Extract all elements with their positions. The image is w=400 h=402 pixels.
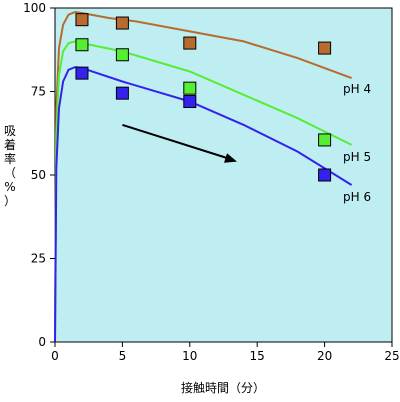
- series-label: pH 5: [343, 150, 371, 164]
- y-tick-label: 100: [23, 1, 46, 15]
- series-label: pH 6: [343, 190, 371, 204]
- y-tick-label: 0: [38, 335, 46, 349]
- series-label: pH 4: [343, 82, 371, 96]
- x-tick-label: 20: [317, 349, 332, 363]
- x-tick-label: 0: [51, 349, 59, 363]
- axis-layer: 0 5 10 15 20 25 0 25 50 75 100: [23, 1, 400, 363]
- data-point-marker: [183, 95, 197, 109]
- data-point-marker: [318, 168, 332, 182]
- y-axis-title-char: %: [4, 180, 15, 194]
- y-axis-title-char: 着: [4, 137, 16, 152]
- data-point-marker: [183, 36, 197, 50]
- y-axis-title: 吸着率（%）: [4, 124, 16, 208]
- series-line-ph4: [54, 10, 352, 343]
- x-tick-label: 25: [384, 349, 399, 363]
- y-tick-label: 75: [31, 85, 46, 99]
- data-point-marker: [115, 16, 129, 30]
- x-tick-label: 5: [119, 349, 127, 363]
- data-point-marker: [318, 41, 332, 55]
- x-tick-label: 10: [182, 349, 197, 363]
- trend-arrow: [122, 123, 230, 160]
- data-point-marker: [115, 86, 129, 100]
- data-point-marker: [75, 38, 89, 52]
- y-axis-title-char: 率: [4, 151, 16, 166]
- data-point-marker: [75, 66, 89, 80]
- y-tick-label: 25: [31, 252, 46, 266]
- y-tick-label: 50: [31, 168, 46, 182]
- plot-area: [54, 7, 393, 343]
- series-layer: pH 4 pH 5 pH 6: [54, 10, 371, 343]
- trend-arrow-head: [224, 153, 237, 163]
- y-axis-title-char: ）: [4, 194, 16, 208]
- y-axis-title-char: 吸: [4, 124, 16, 138]
- y-axis-title-char: （: [4, 166, 16, 180]
- data-point-marker: [318, 133, 332, 147]
- data-point-marker: [183, 81, 197, 95]
- x-axis-title: 接触時間（分）: [181, 380, 265, 395]
- data-point-marker: [75, 13, 89, 27]
- data-point-marker: [115, 48, 129, 62]
- x-tick-label: 15: [250, 349, 265, 363]
